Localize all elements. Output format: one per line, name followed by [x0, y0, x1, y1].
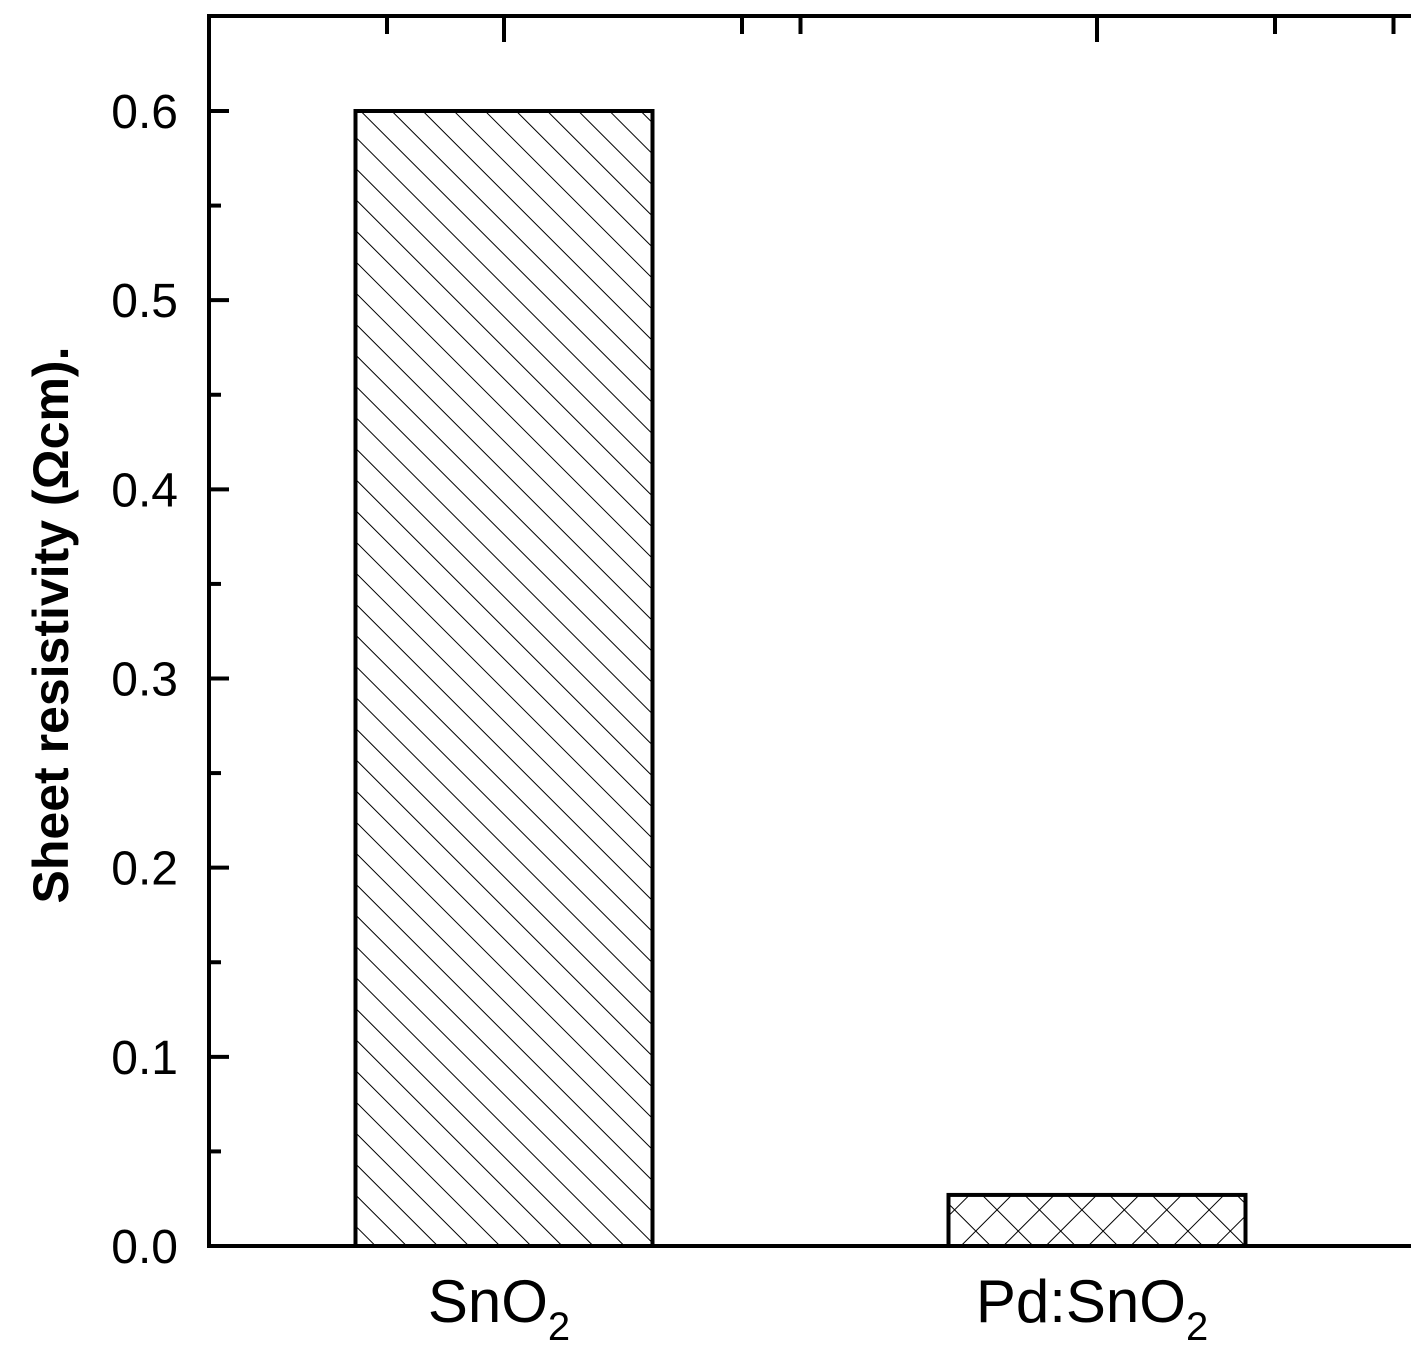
y-tick-label: 0.2 [111, 843, 178, 896]
bar [353, 109, 655, 1248]
y-tick-label: 0.3 [111, 654, 178, 707]
y-tick-label: 0.1 [111, 1032, 178, 1085]
y-tick-label: 0.5 [111, 275, 178, 328]
y-tick-label: 0.4 [111, 464, 178, 517]
y-axis-label: Sheet resistivity (Ωcm). [23, 347, 79, 904]
bars [353, 109, 1248, 1249]
x-category-label: SnO2 [428, 1268, 570, 1349]
bar [946, 1192, 1248, 1249]
y-tick-label: 0.6 [111, 86, 178, 139]
y-tick-label: 0.0 [111, 1221, 178, 1274]
x-category-label: Pd:SnO2 [976, 1268, 1208, 1349]
axis-ticks: 0.0 0.1 0.2 0.3 0.4 0.5 0.6 [111, 16, 1396, 1274]
axis-labels: Sheet resistivity (Ωcm). SnO2 Pd:SnO2 [23, 347, 1208, 1349]
